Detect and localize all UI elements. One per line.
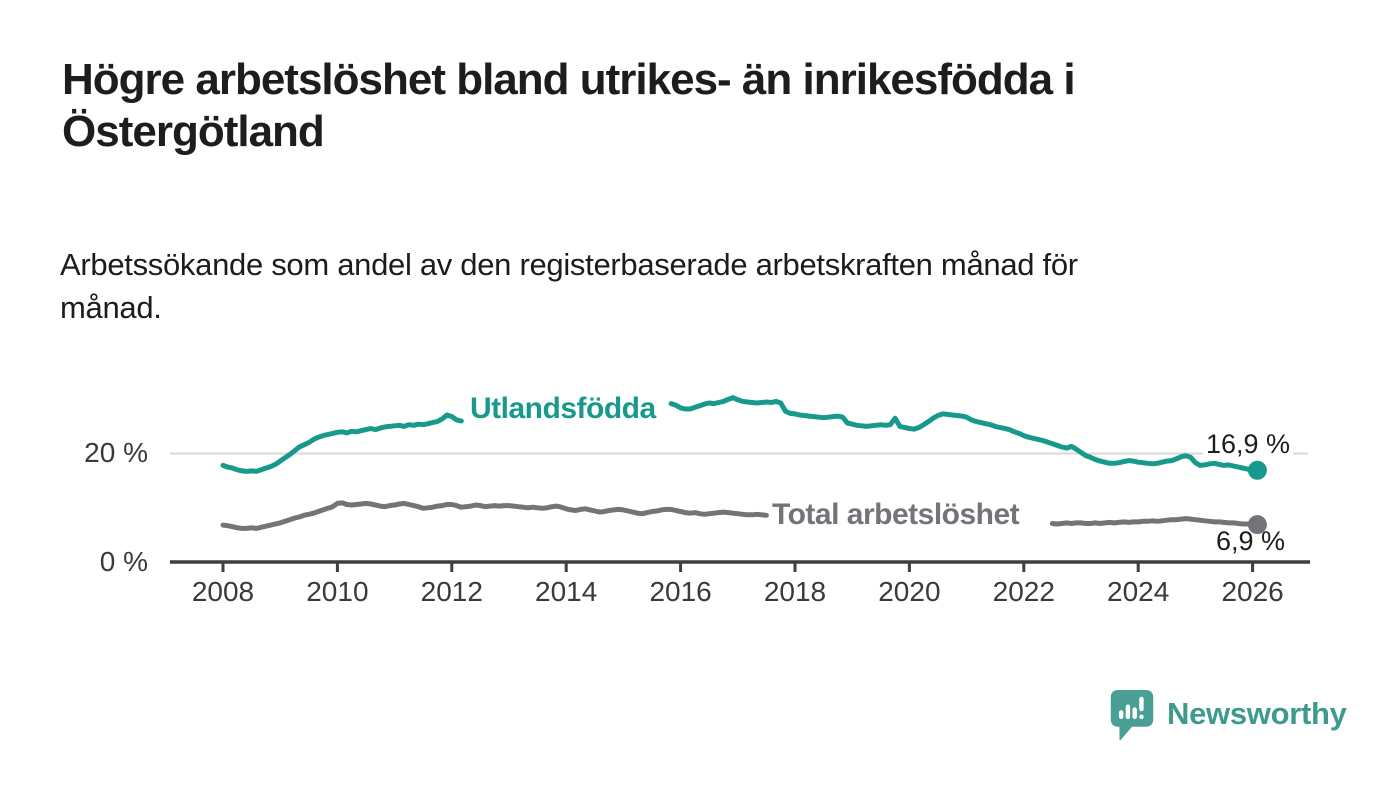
series-end-dot-0: [1247, 460, 1267, 480]
x-axis-tick-label-2014: 2014: [535, 576, 598, 607]
y-axis-tick-label-20: 20 %: [84, 437, 148, 468]
page-title: Högre arbetslöshet bland utrikes- än inr…: [62, 54, 1076, 158]
series-label-total-arbetsloshet: Total arbetslöshet: [772, 498, 1020, 531]
x-axis-tick-label-2016: 2016: [649, 576, 712, 607]
y-axis-tick-label-0: 0 %: [99, 546, 148, 577]
speech-bubble-shape: [1110, 690, 1154, 741]
x-axis-tick-label-2024: 2024: [1107, 576, 1170, 607]
x-axis-tick-label-2010: 2010: [306, 576, 369, 607]
x-axis-tick-label-2008: 2008: [191, 576, 255, 607]
series-line-1-part0: [220, 500, 769, 531]
series-line-0-part0: [220, 412, 464, 474]
newsworthy-wordmark: Newsworthy: [1167, 696, 1347, 731]
x-axis-tick-label-2022: 2022: [992, 576, 1055, 607]
newsworthy-bubble-chart-icon: [1110, 690, 1154, 741]
newsworthy-logo: Newsworthy: [1110, 690, 1350, 750]
series-line-0-part1: [668, 395, 1260, 473]
x-axis-tick-label-2020: 2020: [878, 576, 941, 607]
series-line-1-part1: [1049, 516, 1260, 528]
x-axis-tick-label-2018: 2018: [763, 576, 827, 607]
page-title-line2: Östergötland: [62, 107, 325, 156]
series-end-dot-1: [1247, 515, 1267, 535]
chart-subtitle-line2: månad.: [60, 290, 162, 325]
series-label-utlandsfodda: Utlandsfödda: [470, 392, 656, 425]
page-title-line1: Högre arbetslöshet bland utrikes- än inr…: [62, 55, 1076, 104]
bar-chart-glyph: [1118, 696, 1144, 719]
end-value-label-total-arbetsloshet: 6,9 %: [1215, 526, 1285, 556]
end-value-label-utlandsfodda: 16,9 %: [1202, 430, 1293, 458]
chart-subtitle-line1: Arbetssökande som andel av den registerb…: [60, 247, 1078, 282]
x-axis-tick-label-2026: 2026: [1221, 576, 1284, 607]
x-axis-tick-label-2012: 2012: [420, 576, 483, 607]
chart-subtitle: Arbetssökande som andel av den registerb…: [60, 243, 1078, 329]
